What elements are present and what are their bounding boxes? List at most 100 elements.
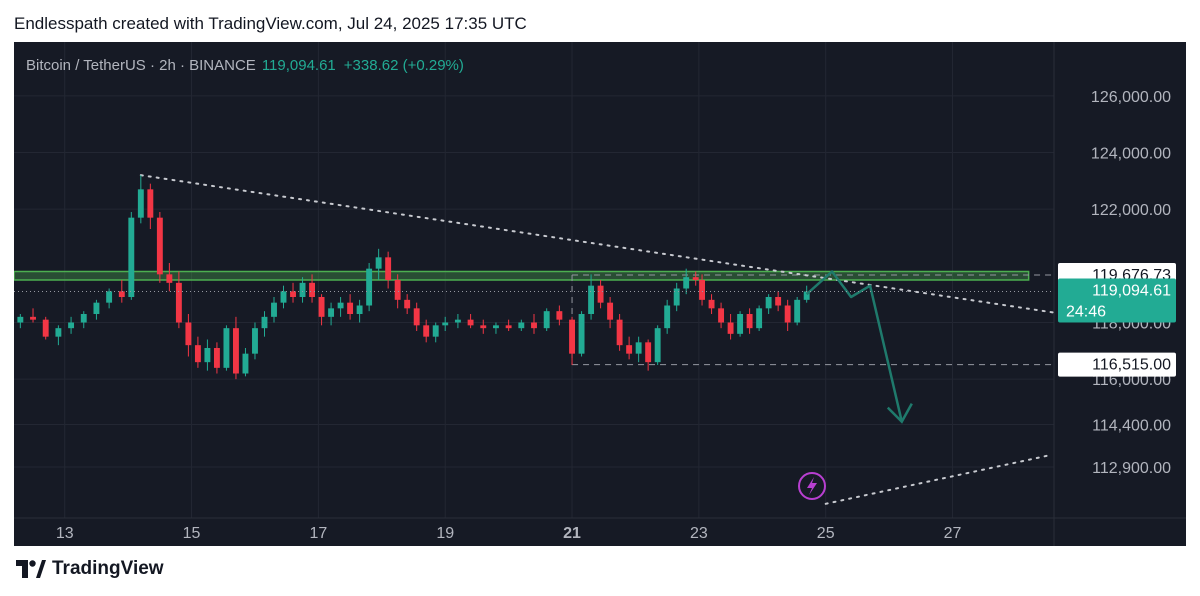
candle-body	[366, 268, 373, 306]
candle-body	[318, 297, 325, 317]
projection-arrow	[805, 270, 904, 422]
candle-body	[578, 314, 585, 354]
time-tick-label: 23	[690, 525, 708, 542]
candle-body	[356, 305, 363, 314]
candle-body	[423, 325, 430, 337]
candle-body	[708, 299, 715, 309]
candle-body	[93, 302, 100, 314]
candle-body	[290, 291, 296, 297]
price-change: +338.62 (+0.29%)	[343, 57, 464, 74]
price-label-bg-2	[1058, 352, 1176, 377]
price-label-2: 116,515.00	[1092, 357, 1171, 374]
candle-body	[756, 308, 763, 329]
footer-brand-text: TradingView	[52, 558, 164, 579]
price-tick-label: 124,000.00	[1091, 146, 1171, 163]
candle-body	[233, 328, 239, 374]
candle-body	[635, 342, 642, 354]
trendline-0	[139, 174, 1055, 314]
candle-body	[664, 305, 671, 329]
time-tick-label: 19	[436, 525, 454, 542]
candle-body	[280, 291, 287, 303]
candle-body	[467, 319, 474, 326]
candle-body	[385, 257, 392, 280]
candle-body	[718, 308, 725, 323]
countdown-label: 24:46	[1066, 303, 1106, 320]
candle-body	[68, 322, 75, 329]
candle-body	[775, 297, 782, 306]
candle-body	[55, 328, 62, 337]
trendline-1	[824, 454, 1049, 505]
candle-body	[442, 322, 449, 326]
candle-body	[645, 342, 652, 363]
price-tick-label: 122,000.00	[1091, 202, 1171, 219]
candle-body	[137, 189, 144, 218]
candle-body	[543, 311, 550, 329]
candle-body	[673, 288, 680, 306]
chart-frame[interactable]: 126,000.00 124,000.00 122,000.00 118,000.00…	[14, 42, 1186, 546]
candle-body	[166, 274, 173, 283]
resistance-zone	[14, 270, 1030, 281]
candle-body	[394, 280, 401, 300]
candle-body	[505, 325, 512, 329]
candle-body	[261, 316, 268, 329]
footer-branding: TradingView	[16, 558, 164, 580]
time-tick-label: 25	[817, 525, 835, 542]
price-tick-label: 112,900.00	[1092, 460, 1171, 477]
candle-body	[654, 328, 661, 363]
candle-body	[185, 322, 192, 346]
lightning-icon[interactable]	[798, 472, 826, 500]
candle-body	[727, 322, 734, 334]
candle-body	[784, 305, 791, 323]
candle-body	[118, 291, 125, 297]
candle-body	[175, 282, 182, 323]
candle-body	[607, 302, 614, 320]
candle-body	[569, 319, 575, 354]
projection-arrowhead	[886, 403, 913, 424]
candle-body	[737, 314, 744, 334]
candle-body	[309, 282, 315, 297]
time-tick-label: 15	[183, 525, 201, 542]
candle-body	[413, 308, 420, 326]
candle-body	[30, 316, 36, 320]
candle-body	[699, 280, 705, 300]
last-price: 119,094.61	[261, 57, 336, 74]
candle-body	[347, 302, 354, 314]
price-chart[interactable]: 126,000.00124,000.00122,000.00118,000.00…	[14, 42, 1186, 546]
candle-body	[597, 285, 604, 303]
candle-body	[128, 217, 135, 297]
candle-body	[337, 302, 344, 309]
candle-body	[432, 325, 439, 337]
candle-body	[299, 282, 306, 297]
candle-body	[328, 308, 335, 317]
candle-body	[106, 291, 113, 303]
candle-body	[80, 314, 87, 323]
candle-body	[454, 319, 461, 323]
candle-body	[531, 322, 537, 329]
candle-body	[518, 322, 525, 329]
candle-body	[194, 345, 201, 363]
candle-body	[242, 353, 249, 374]
candle-body	[616, 319, 623, 346]
time-tick-label: 27	[944, 525, 962, 542]
time-tick-label: 17	[309, 525, 327, 542]
symbol-legend: Bitcoin / TetherUS · 2h · BINANCE 119,094…	[26, 57, 464, 74]
candle-body	[626, 345, 633, 354]
candle-body	[556, 311, 563, 320]
candle-body	[493, 325, 499, 329]
candle-body	[223, 328, 230, 368]
candle-body	[252, 328, 258, 354]
candle-body	[794, 299, 801, 323]
candle-body	[692, 277, 699, 280]
price-tick-label: 126,000.00	[1091, 89, 1171, 106]
candle-body	[147, 189, 154, 218]
tradingview-logo-icon	[16, 560, 46, 578]
price-tick-label: 114,400.00	[1092, 418, 1171, 435]
symbol-title: Bitcoin / TetherUS · 2h · BINANCE	[26, 57, 256, 74]
chart-attribution: Endlesspath created with TradingView.com…	[14, 14, 527, 33]
candle-body	[213, 348, 220, 368]
candle-body	[746, 314, 753, 329]
time-tick-label: 21	[563, 525, 581, 542]
candle-body	[42, 319, 49, 337]
price-label-1: 119,094.61	[1092, 282, 1171, 299]
candle-body	[204, 348, 211, 363]
